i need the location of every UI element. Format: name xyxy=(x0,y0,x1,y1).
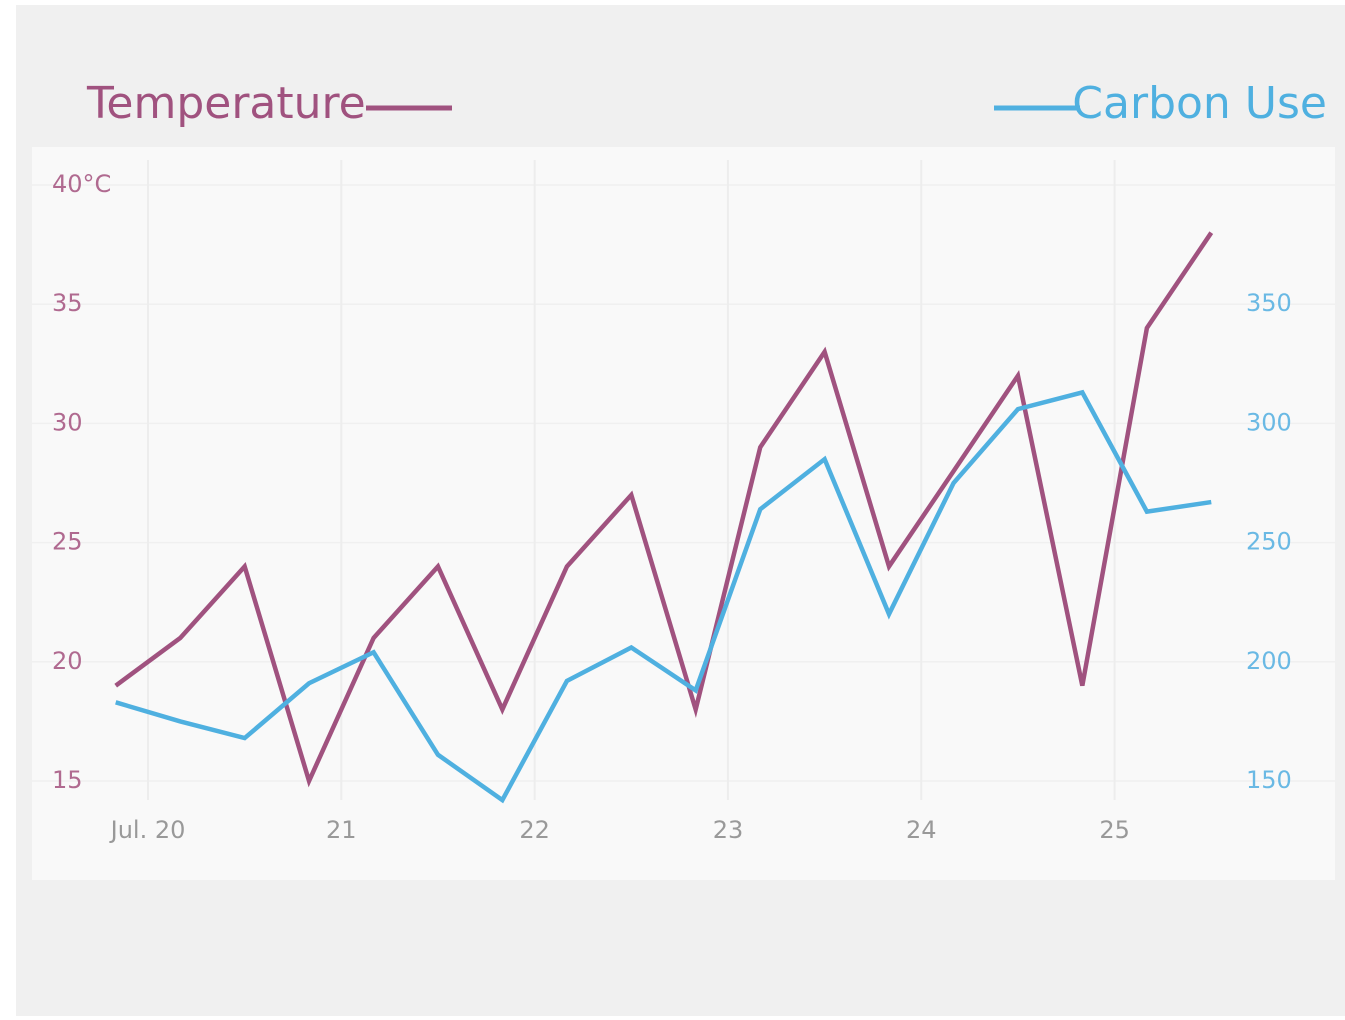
y2-tick-label: 150 xyxy=(1246,766,1292,794)
y-tick-label: 25 xyxy=(52,528,83,556)
x-tick-label: 22 xyxy=(519,816,550,844)
legend-label: Carbon Use xyxy=(1072,78,1327,129)
legend-label: Temperature xyxy=(86,78,366,129)
x-tick-label: Jul. 20 xyxy=(109,816,186,844)
y-tick-label: 35 xyxy=(52,289,83,317)
series-line xyxy=(115,389,1212,804)
y-tick-label: 30 xyxy=(52,408,83,436)
y-tick-label: 15 xyxy=(52,766,83,794)
y-tick-label: 40°C xyxy=(52,170,111,198)
series-line xyxy=(114,231,1214,788)
x-tick-label: 25 xyxy=(1099,816,1130,844)
x-tick-label: 23 xyxy=(713,816,744,844)
y2-tick-label: 350 xyxy=(1246,289,1292,317)
y-tick-label: 20 xyxy=(52,647,83,675)
y2-tick-label: 250 xyxy=(1246,528,1292,556)
x-tick-label: 24 xyxy=(906,816,937,844)
y2-tick-label: 300 xyxy=(1246,408,1292,436)
y2-tick-label: 200 xyxy=(1246,647,1292,675)
plot-area xyxy=(32,147,1335,880)
x-tick-label: 21 xyxy=(326,816,357,844)
